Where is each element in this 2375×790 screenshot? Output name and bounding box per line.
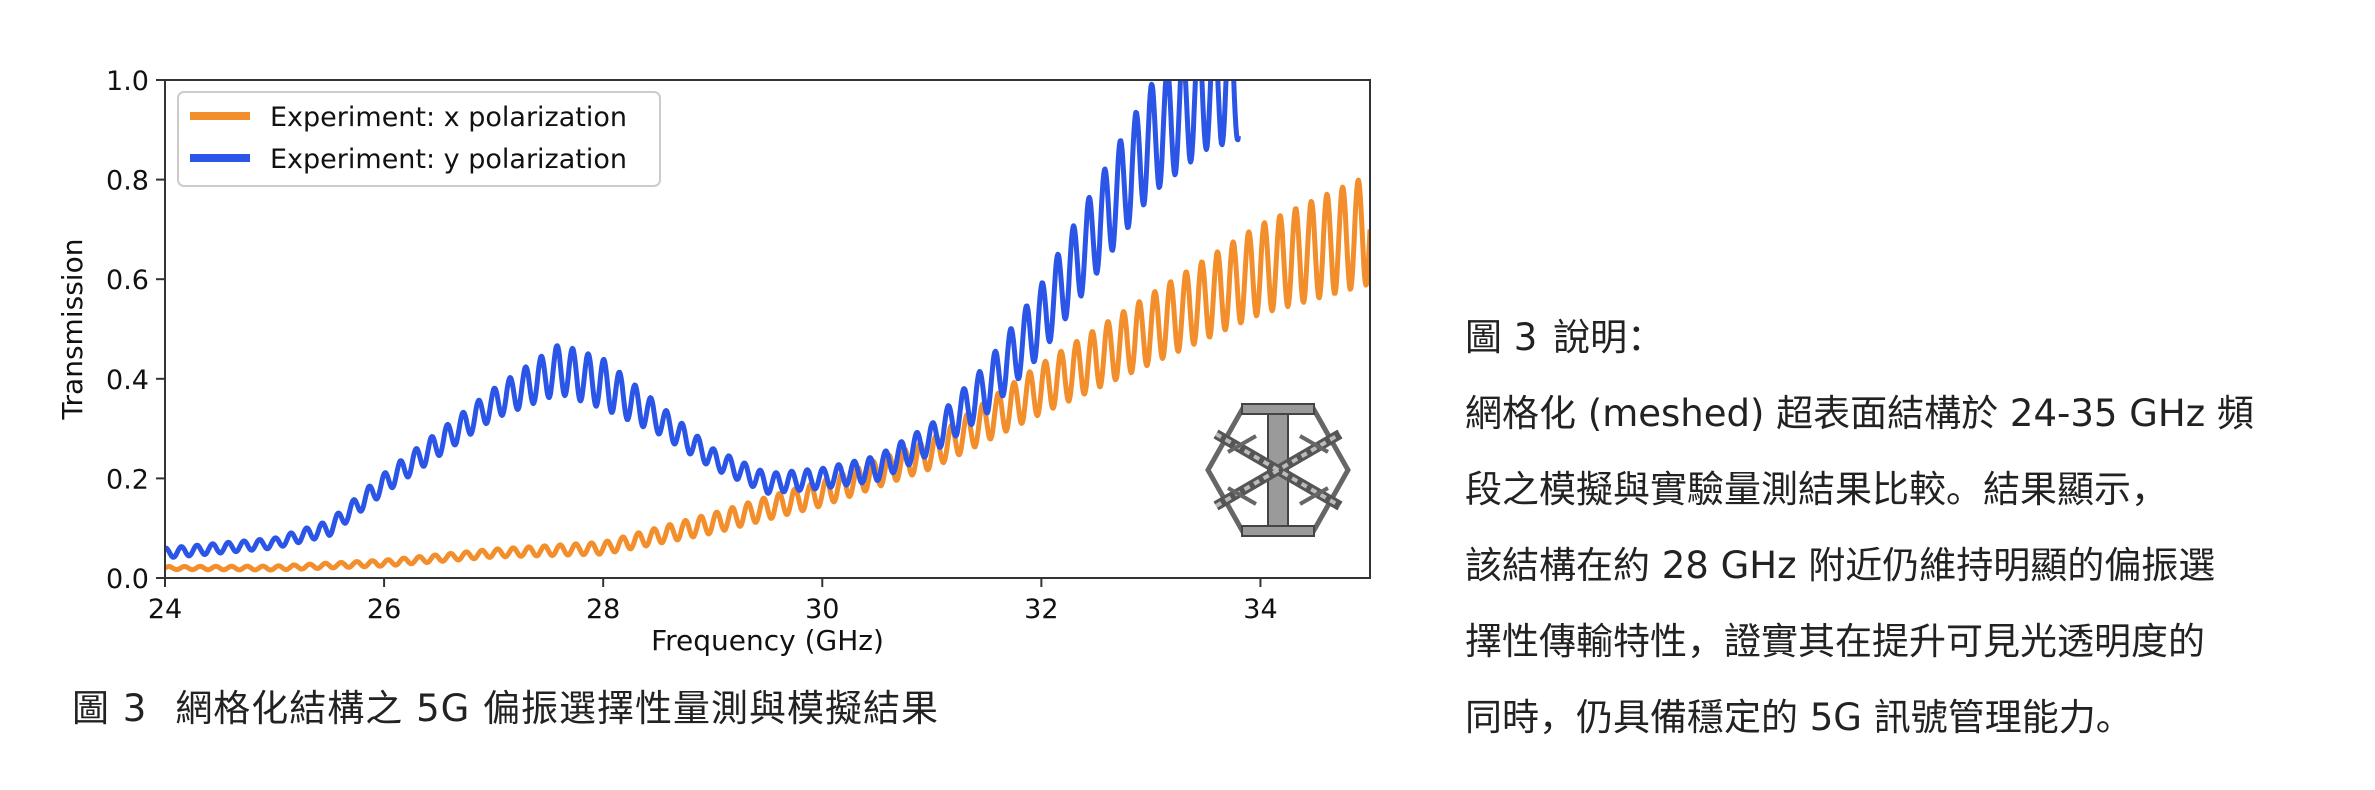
transmission-chart: 24 26 28 30 32 34 0.0 0.2 0.4 0.6 0.8 1.0 Transmiss…: [56, 66, 1371, 657]
description-title-number: 圖 3: [1465, 316, 1538, 359]
x-tick-label: 28: [586, 594, 620, 625]
series-line-y-polarization: [165, 79, 1241, 560]
plot-frame: [164, 79, 1371, 579]
y-tick-label: 0.4: [106, 365, 149, 396]
figure-caption-number: 圖 3: [72, 687, 148, 730]
y-tick-label: 0.2: [106, 464, 149, 495]
y-axis-label: Transmission: [56, 239, 89, 421]
x-tick-label: 24: [148, 594, 182, 625]
series-line-x-polarization: [165, 177, 1370, 573]
figure-description: 圖 3 說明： 網格化 (meshed) 超表面結構於 24-35 GHz 頻 …: [1465, 300, 2345, 756]
description-title-label: 說明：: [1553, 316, 1665, 359]
y-tick-label: 1.0: [106, 66, 149, 97]
figure-caption-text: 網格化結構之 5G 偏振選擇性量測與模擬結果: [175, 687, 940, 730]
legend-label-x: Experiment: x polarization: [270, 102, 627, 133]
description-line: 段之模擬與實驗量測結果比較。結果顯示，: [1465, 468, 2168, 511]
description-line: 該結構在約 28 GHz 附近仍維持明顯的偏振選: [1465, 544, 2216, 587]
y-tick-label: 0.8: [106, 166, 149, 197]
meshed-hexagon-icon: [1205, 403, 1351, 537]
legend: Experiment: x polarization Experiment: y…: [177, 91, 661, 187]
x-tick-label: 34: [1243, 594, 1277, 625]
description-line: 同時，仍具備穩定的 5G 訊號管理能力。: [1465, 696, 2133, 739]
description-line: 網格化 (meshed) 超表面結構於 24-35 GHz 頻: [1465, 392, 2254, 435]
y-tick-label: 0.6: [106, 265, 149, 296]
x-tick-label: 26: [367, 594, 401, 625]
figure-caption: 圖 3 網格化結構之 5G 偏振選擇性量測與模擬結果: [72, 678, 939, 732]
x-tick-label: 30: [805, 594, 839, 625]
x-tick-label: 32: [1024, 594, 1058, 625]
x-axis-label: Frequency (GHz): [651, 624, 884, 657]
y-tick-label: 0.0: [106, 564, 149, 595]
description-line: 擇性傳輸特性，證實其在提升可見光透明度的: [1465, 620, 2205, 663]
legend-label-y: Experiment: y polarization: [270, 144, 627, 175]
description-title: 圖 3 說明：: [1465, 300, 2345, 376]
